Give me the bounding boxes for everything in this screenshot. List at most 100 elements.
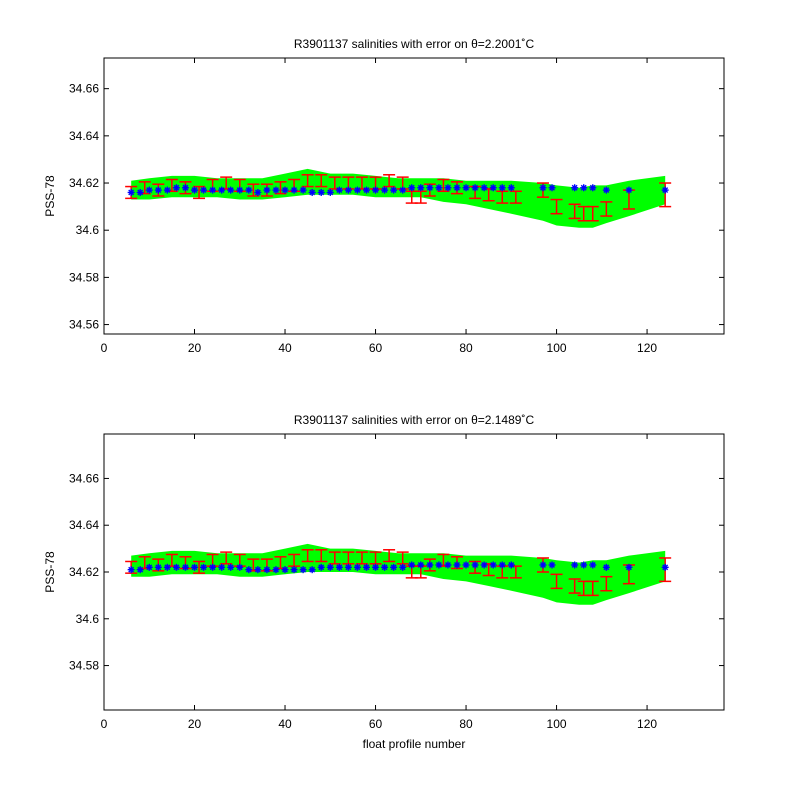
data-point — [661, 563, 669, 571]
chart-panel-1: 0 20 40 60 80 100 120 34.56 34.58 34.6 34.62 34.64 3… — [43, 37, 725, 355]
data-point — [236, 563, 244, 571]
data-point — [489, 561, 497, 569]
y-axis-label: PSS-78 — [43, 551, 57, 593]
data-point — [263, 186, 271, 194]
data-point — [200, 186, 208, 194]
y-tick-label: 34.58 — [69, 659, 99, 673]
data-point — [548, 184, 556, 192]
data-point — [480, 184, 488, 192]
data-point — [281, 186, 289, 194]
data-point — [227, 563, 235, 571]
data-point — [408, 561, 416, 569]
x-tick-label: 40 — [278, 341, 292, 355]
data-point — [172, 563, 180, 571]
error-bar — [328, 551, 341, 565]
data-point — [381, 186, 389, 194]
data-point — [127, 566, 135, 574]
data-point — [625, 186, 633, 194]
error-bar — [550, 573, 563, 590]
data-point — [571, 184, 579, 192]
data-point — [335, 186, 343, 194]
data-point — [435, 184, 443, 192]
data-point — [263, 566, 271, 574]
data-point — [181, 563, 189, 571]
data-point — [218, 563, 226, 571]
data-point — [200, 563, 208, 571]
y-axis-label: PSS-78 — [43, 175, 57, 217]
data-point — [372, 563, 380, 571]
data-point — [254, 566, 262, 574]
data-point — [453, 184, 461, 192]
data-point — [245, 186, 253, 194]
data-point — [471, 561, 479, 569]
y-tick-label: 34.64 — [69, 129, 99, 143]
error-bar — [247, 183, 260, 197]
data-point — [290, 566, 298, 574]
data-point — [507, 561, 515, 569]
data-point — [272, 186, 280, 194]
data-point — [344, 186, 352, 194]
error-bar — [383, 174, 396, 188]
data-point — [426, 184, 434, 192]
data-point — [444, 184, 452, 192]
error-bar — [220, 551, 233, 565]
error-bar — [315, 549, 328, 563]
error-bar — [301, 549, 314, 563]
error-bar — [568, 578, 581, 594]
data-point — [408, 184, 416, 192]
y-tick-label: 34.58 — [69, 270, 99, 284]
error-bar — [396, 551, 409, 565]
error-bar — [193, 560, 206, 574]
error-bar — [568, 203, 581, 220]
data-point — [571, 561, 579, 569]
error-bar — [550, 198, 563, 215]
chart-panel-2: 0 20 40 60 80 100 120 34.58 34.6 34.62 34.64 34.66 R… — [43, 413, 725, 751]
error-bar — [369, 551, 382, 565]
data-point — [417, 561, 425, 569]
error-bar — [586, 205, 599, 222]
data-point — [548, 561, 556, 569]
data-point — [580, 184, 588, 192]
x-tick-label: 60 — [369, 341, 383, 355]
data-point — [507, 184, 515, 192]
error-bar — [414, 190, 427, 204]
x-tick-label: 40 — [278, 717, 292, 731]
error-bar — [193, 185, 206, 200]
error-bar — [342, 551, 355, 565]
error-bar — [586, 580, 599, 597]
x-tick-label: 120 — [637, 341, 657, 355]
data-point — [471, 184, 479, 192]
x-tick-label: 100 — [547, 341, 567, 355]
data-point — [191, 563, 199, 571]
data-point — [602, 186, 610, 194]
data-point — [245, 566, 253, 574]
data-point — [390, 186, 398, 194]
data-point — [163, 563, 171, 571]
data-point — [390, 563, 398, 571]
data-point — [218, 186, 226, 194]
y-tick-label: 34.6 — [76, 223, 100, 237]
y-tick-label: 34.62 — [69, 176, 99, 190]
data-point — [602, 563, 610, 571]
error-bar — [437, 178, 450, 193]
data-point — [299, 566, 307, 574]
error-bar — [301, 174, 314, 188]
data-point — [426, 561, 434, 569]
data-point — [145, 563, 153, 571]
data-point — [362, 186, 370, 194]
error-bar — [600, 201, 613, 217]
error-bar — [274, 181, 287, 195]
data-point — [489, 184, 497, 192]
data-point — [299, 186, 307, 194]
data-point — [539, 184, 547, 192]
data-point — [136, 188, 144, 196]
data-point — [308, 566, 316, 574]
error-bar — [355, 551, 368, 565]
x-tick-label: 80 — [459, 717, 473, 731]
data-point — [344, 563, 352, 571]
data-point — [326, 188, 334, 196]
error-bar — [315, 174, 328, 188]
data-point — [191, 186, 199, 194]
data-point — [154, 563, 162, 571]
